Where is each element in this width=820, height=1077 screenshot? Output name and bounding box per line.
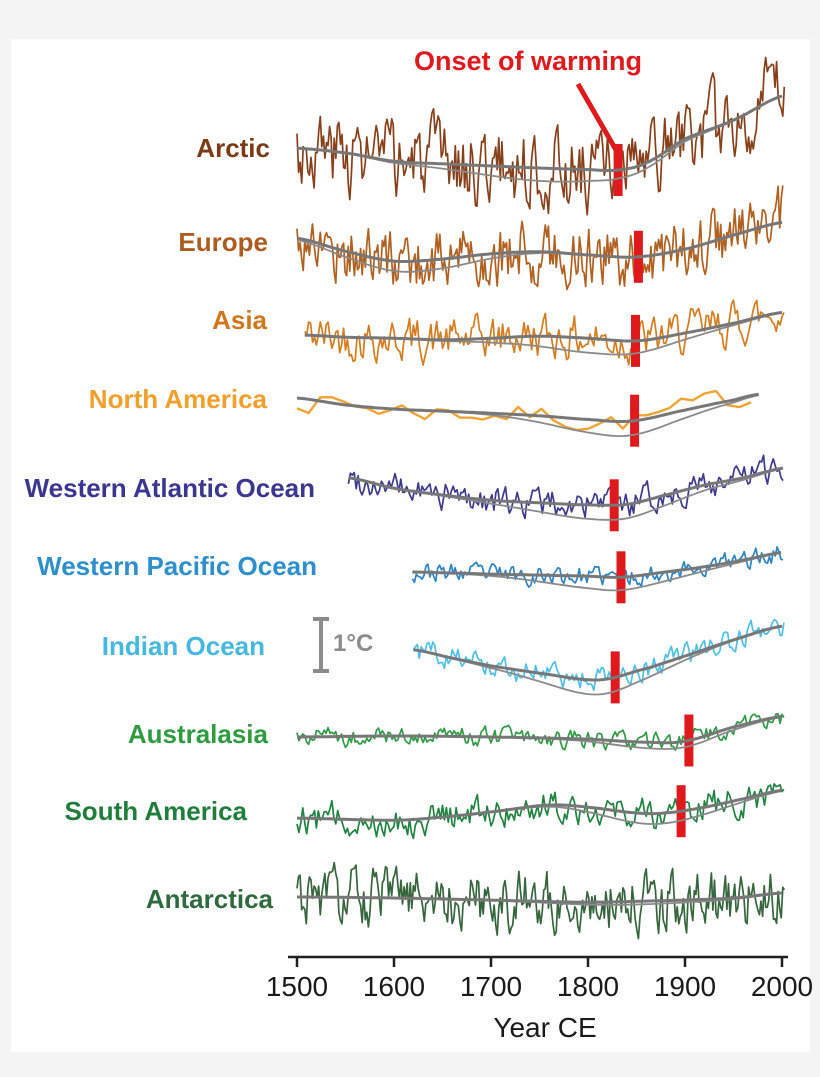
series-line-europe: [296, 185, 784, 291]
x-tick-label-2000: 2000: [750, 971, 814, 1002]
x-tick-label-1800: 1800: [556, 971, 620, 1002]
trend-line-australasia: [297, 714, 783, 745]
x-tick-label-1500: 1500: [265, 971, 329, 1002]
series-line-north-america: [296, 389, 752, 432]
trend-line-north-america: [296, 392, 759, 423]
series-line-australasia: [296, 712, 785, 751]
series-line-indian-ocean: [412, 618, 785, 692]
trend-line-western-atlantic: [348, 466, 784, 507]
x-axis-title: Year CE: [493, 1012, 597, 1043]
region-label-arctic: Arctic: [196, 133, 270, 163]
series-line-south-america: [296, 783, 785, 840]
region-label-europe: Europe: [178, 227, 268, 257]
region-label-western-pacific: Western Pacific Ocean: [37, 551, 317, 581]
trend-line-europe: [296, 220, 783, 263]
trend-line-indian-ocean: [413, 624, 783, 682]
trend-line-south-america: [296, 788, 783, 822]
scale-bar-label: 1°C: [333, 630, 374, 657]
trend-line-asia: [304, 311, 783, 343]
series-line-western-pacific: [411, 546, 784, 588]
annotation-pointer-line: [575, 82, 619, 152]
x-tick-label-1600: 1600: [362, 971, 426, 1002]
trend-line-arctic: [296, 94, 783, 172]
region-label-western-atlantic: Western Atlantic Ocean: [24, 473, 315, 503]
region-label-south-america: South America: [64, 796, 247, 826]
region-label-asia: Asia: [212, 305, 267, 335]
region-label-antarctica: Antarctica: [145, 884, 273, 914]
trend-line-western-pacific: [412, 551, 782, 579]
trend-line-antarctica: [297, 891, 783, 904]
series-line-arctic: [296, 56, 786, 216]
x-tick-label-1900: 1900: [653, 971, 717, 1002]
onset-of-warming-annotation: Onset of warming: [413, 46, 643, 76]
region-label-australasia: Australasia: [127, 719, 268, 749]
region-label-north-america: North America: [88, 384, 267, 414]
region-label-indian-ocean: Indian Ocean: [101, 631, 265, 661]
series-line-asia: [304, 299, 785, 366]
x-tick-label-1700: 1700: [459, 971, 523, 1002]
series-line-antarctica: [296, 861, 786, 940]
